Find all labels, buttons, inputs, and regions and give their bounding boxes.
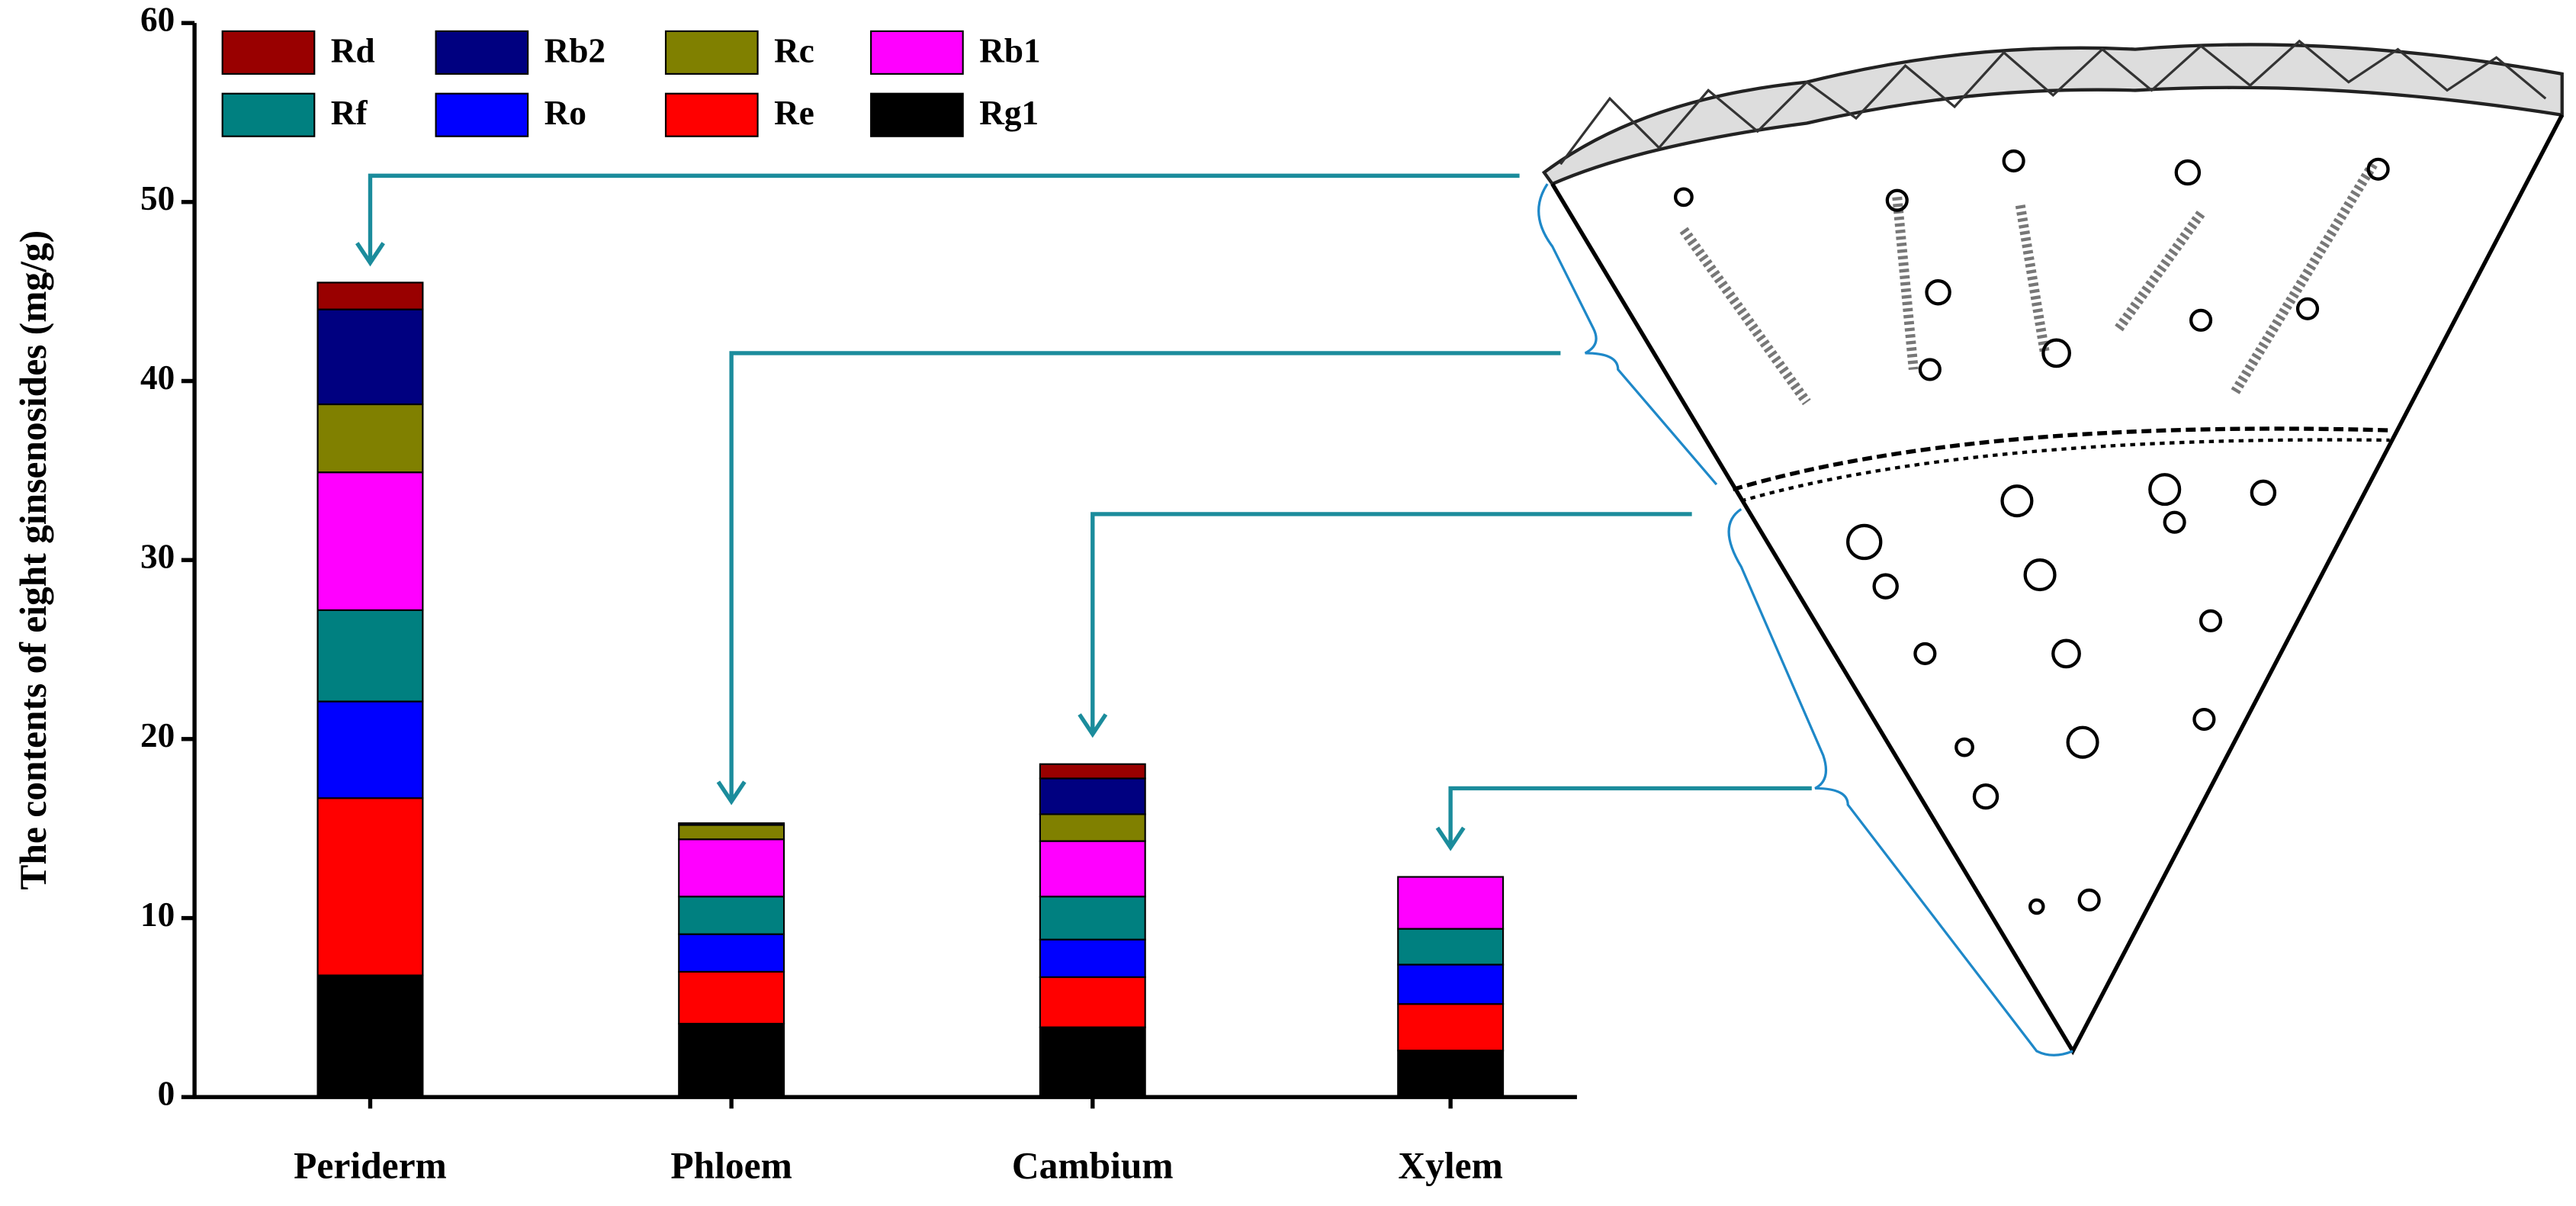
legend-swatch <box>221 92 316 137</box>
vessels <box>1673 149 2390 915</box>
legend-swatch <box>870 30 964 75</box>
bar-segment <box>316 308 424 406</box>
legend-swatch <box>664 92 759 137</box>
bar-segment <box>316 700 424 799</box>
bar-segment <box>1039 1026 1146 1098</box>
bar-segment <box>1039 938 1146 979</box>
bar-segment <box>1039 840 1146 898</box>
bar-segment <box>316 797 424 976</box>
bar-segment <box>678 970 785 1025</box>
legend-swatch <box>221 30 316 75</box>
y-tick-label: 40 <box>140 359 175 397</box>
x-tick-label: Xylem <box>1398 1144 1502 1186</box>
bar-segment <box>1397 963 1505 1005</box>
braces <box>1537 183 2073 1056</box>
y-tick-label: 10 <box>140 896 175 934</box>
legend-swatch <box>435 92 529 137</box>
y-tick-label: 20 <box>140 716 175 754</box>
bar-segment <box>1397 1050 1505 1098</box>
periderm-band <box>1541 43 2564 186</box>
y-tick-label: 50 <box>140 179 175 217</box>
bar-segment <box>678 822 785 826</box>
legend-label: Re <box>774 94 814 132</box>
bar-segment <box>1039 763 1146 780</box>
bar-segment <box>678 896 785 935</box>
bar-segment <box>1397 876 1505 930</box>
legend-label: Rc <box>774 31 814 69</box>
legend-swatch <box>435 30 529 75</box>
bar-segment <box>316 403 424 474</box>
y-tick-label: 0 <box>158 1075 175 1113</box>
bar-segment <box>678 933 785 973</box>
legend-label: Rd <box>331 31 375 69</box>
bar-segment <box>1039 777 1146 815</box>
cambium-line <box>1732 426 2390 492</box>
bar-segment <box>1039 896 1146 941</box>
bar-segment <box>1397 928 1505 966</box>
x-tick-label: Phloem <box>670 1144 792 1186</box>
bar-segment <box>316 471 424 611</box>
y-axis-label: The contents of eight ginsenosides (mg/g… <box>12 230 54 890</box>
bar-segment <box>678 838 785 898</box>
y-tick-label: 60 <box>140 1 175 39</box>
rays <box>1679 161 2378 406</box>
x-tick-label: Cambium <box>1012 1144 1174 1186</box>
legend-swatch <box>664 30 759 75</box>
bar-segment <box>316 281 424 310</box>
x-tick-label: Periderm <box>294 1144 447 1186</box>
root-section-diagram <box>355 39 2565 1056</box>
legend-label: Ro <box>544 94 586 132</box>
arrows <box>355 173 1812 851</box>
bar-segment <box>678 824 785 841</box>
cambium-line <box>1740 438 2390 503</box>
wedge-outline <box>1550 114 2565 1056</box>
legend-label: Rg1 <box>979 94 1039 132</box>
legend-swatch <box>870 92 964 137</box>
bar-segment <box>316 609 424 703</box>
legend-label: Rb1 <box>979 31 1040 69</box>
bar-segment <box>1039 976 1146 1028</box>
bar-segment <box>1039 813 1146 842</box>
legend-label: Rb2 <box>544 31 605 69</box>
bar-segment <box>316 974 424 1098</box>
bar-segment <box>1397 1003 1505 1052</box>
y-tick-label: 30 <box>140 538 175 576</box>
legend-label: Rf <box>331 94 368 132</box>
hatching <box>1559 39 2547 166</box>
bar-segment <box>678 1022 785 1098</box>
